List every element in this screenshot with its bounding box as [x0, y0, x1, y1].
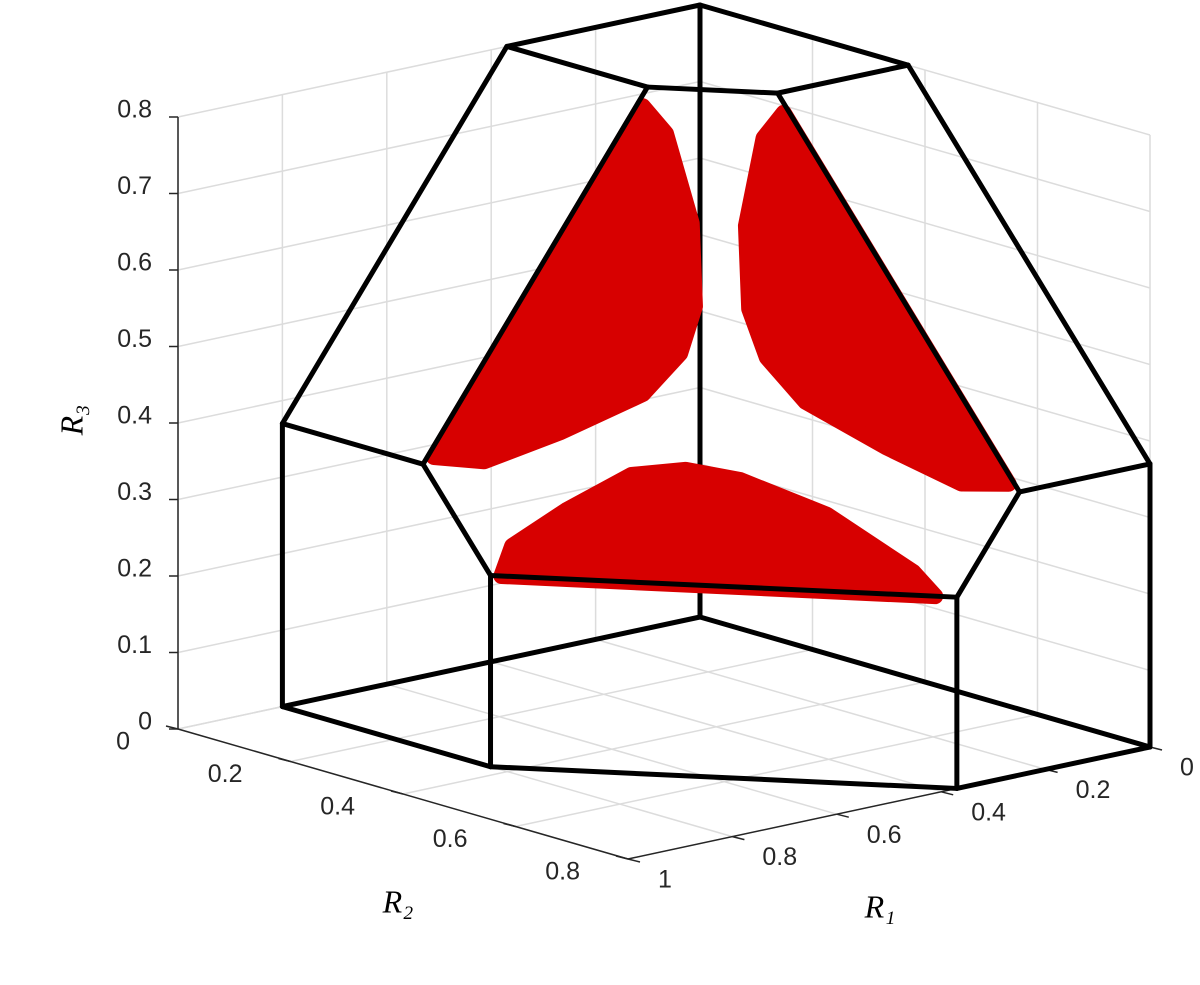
x-tick: [732, 835, 745, 841]
polytope-edge: [905, 62, 1153, 467]
y-tick: [503, 822, 516, 828]
polytope-edge: [504, 2, 703, 49]
y-tick: [390, 790, 404, 795]
polytope-edge: [279, 704, 494, 770]
z-tick-label: 0.2: [117, 555, 152, 583]
polytope-edge: [420, 84, 650, 467]
polytope-edge: [644, 84, 781, 96]
y-tick-label: 0: [116, 728, 130, 756]
z-tick-label: 0.6: [117, 249, 152, 277]
point-region: [737, 104, 1017, 492]
z-tick-label: 0.1: [117, 631, 152, 659]
z-tick-label: 0.7: [117, 172, 152, 200]
y-tick: [278, 757, 291, 763]
z-tick-label: 0.5: [117, 325, 152, 353]
polytope-edge: [504, 43, 650, 90]
point-region: [493, 461, 944, 605]
polytope-edge: [954, 744, 1153, 791]
x-tick-label: 0: [1180, 754, 1194, 782]
polytope-edge: [697, 614, 1153, 750]
y-tick-label: 0.8: [545, 858, 580, 886]
x-tick: [627, 858, 641, 863]
x-tick: [836, 813, 849, 818]
x-tick: [941, 791, 954, 796]
polytope-edge: [775, 62, 911, 96]
grid-line: [515, 713, 1038, 828]
x-tick-label: 0.2: [1076, 776, 1111, 804]
z-tick-label: 0.4: [117, 402, 152, 430]
grid-line: [699, 80, 1151, 213]
z-tick-label: 0.3: [117, 478, 152, 506]
grid-line: [402, 681, 926, 795]
grid-line: [290, 648, 813, 763]
x-tick-label: 0.6: [867, 821, 902, 849]
y-axis-label: R₂: [382, 883, 414, 919]
polytope-edge: [420, 461, 494, 578]
polytope-edge: [279, 43, 510, 427]
x-tick-label: 0.4: [971, 798, 1006, 826]
y-tick-label: 0.4: [320, 793, 355, 821]
y-tick: [165, 725, 179, 730]
x-axis-label: R₁: [864, 888, 896, 924]
z-axis-label: R₃: [53, 405, 89, 437]
polytope-edge: [697, 2, 911, 68]
x-tick-label: 0.8: [762, 843, 797, 871]
point-region: [425, 98, 703, 470]
polytope-edge: [488, 572, 960, 600]
grid-line: [177, 80, 701, 195]
polytope-edge: [488, 764, 960, 791]
z-tick-label: 0.8: [117, 96, 152, 124]
x-tick-label: 1: [658, 866, 672, 894]
z-tick-label: 0: [138, 708, 152, 736]
polytope-edge: [279, 421, 426, 467]
polytope-edge: [775, 90, 1022, 495]
y-tick-label: 0.6: [433, 825, 468, 853]
y-tick: [615, 855, 629, 860]
polytope-edge: [1017, 461, 1153, 495]
polytope-edge: [954, 489, 1022, 600]
y-tick-label: 0.2: [208, 760, 243, 788]
